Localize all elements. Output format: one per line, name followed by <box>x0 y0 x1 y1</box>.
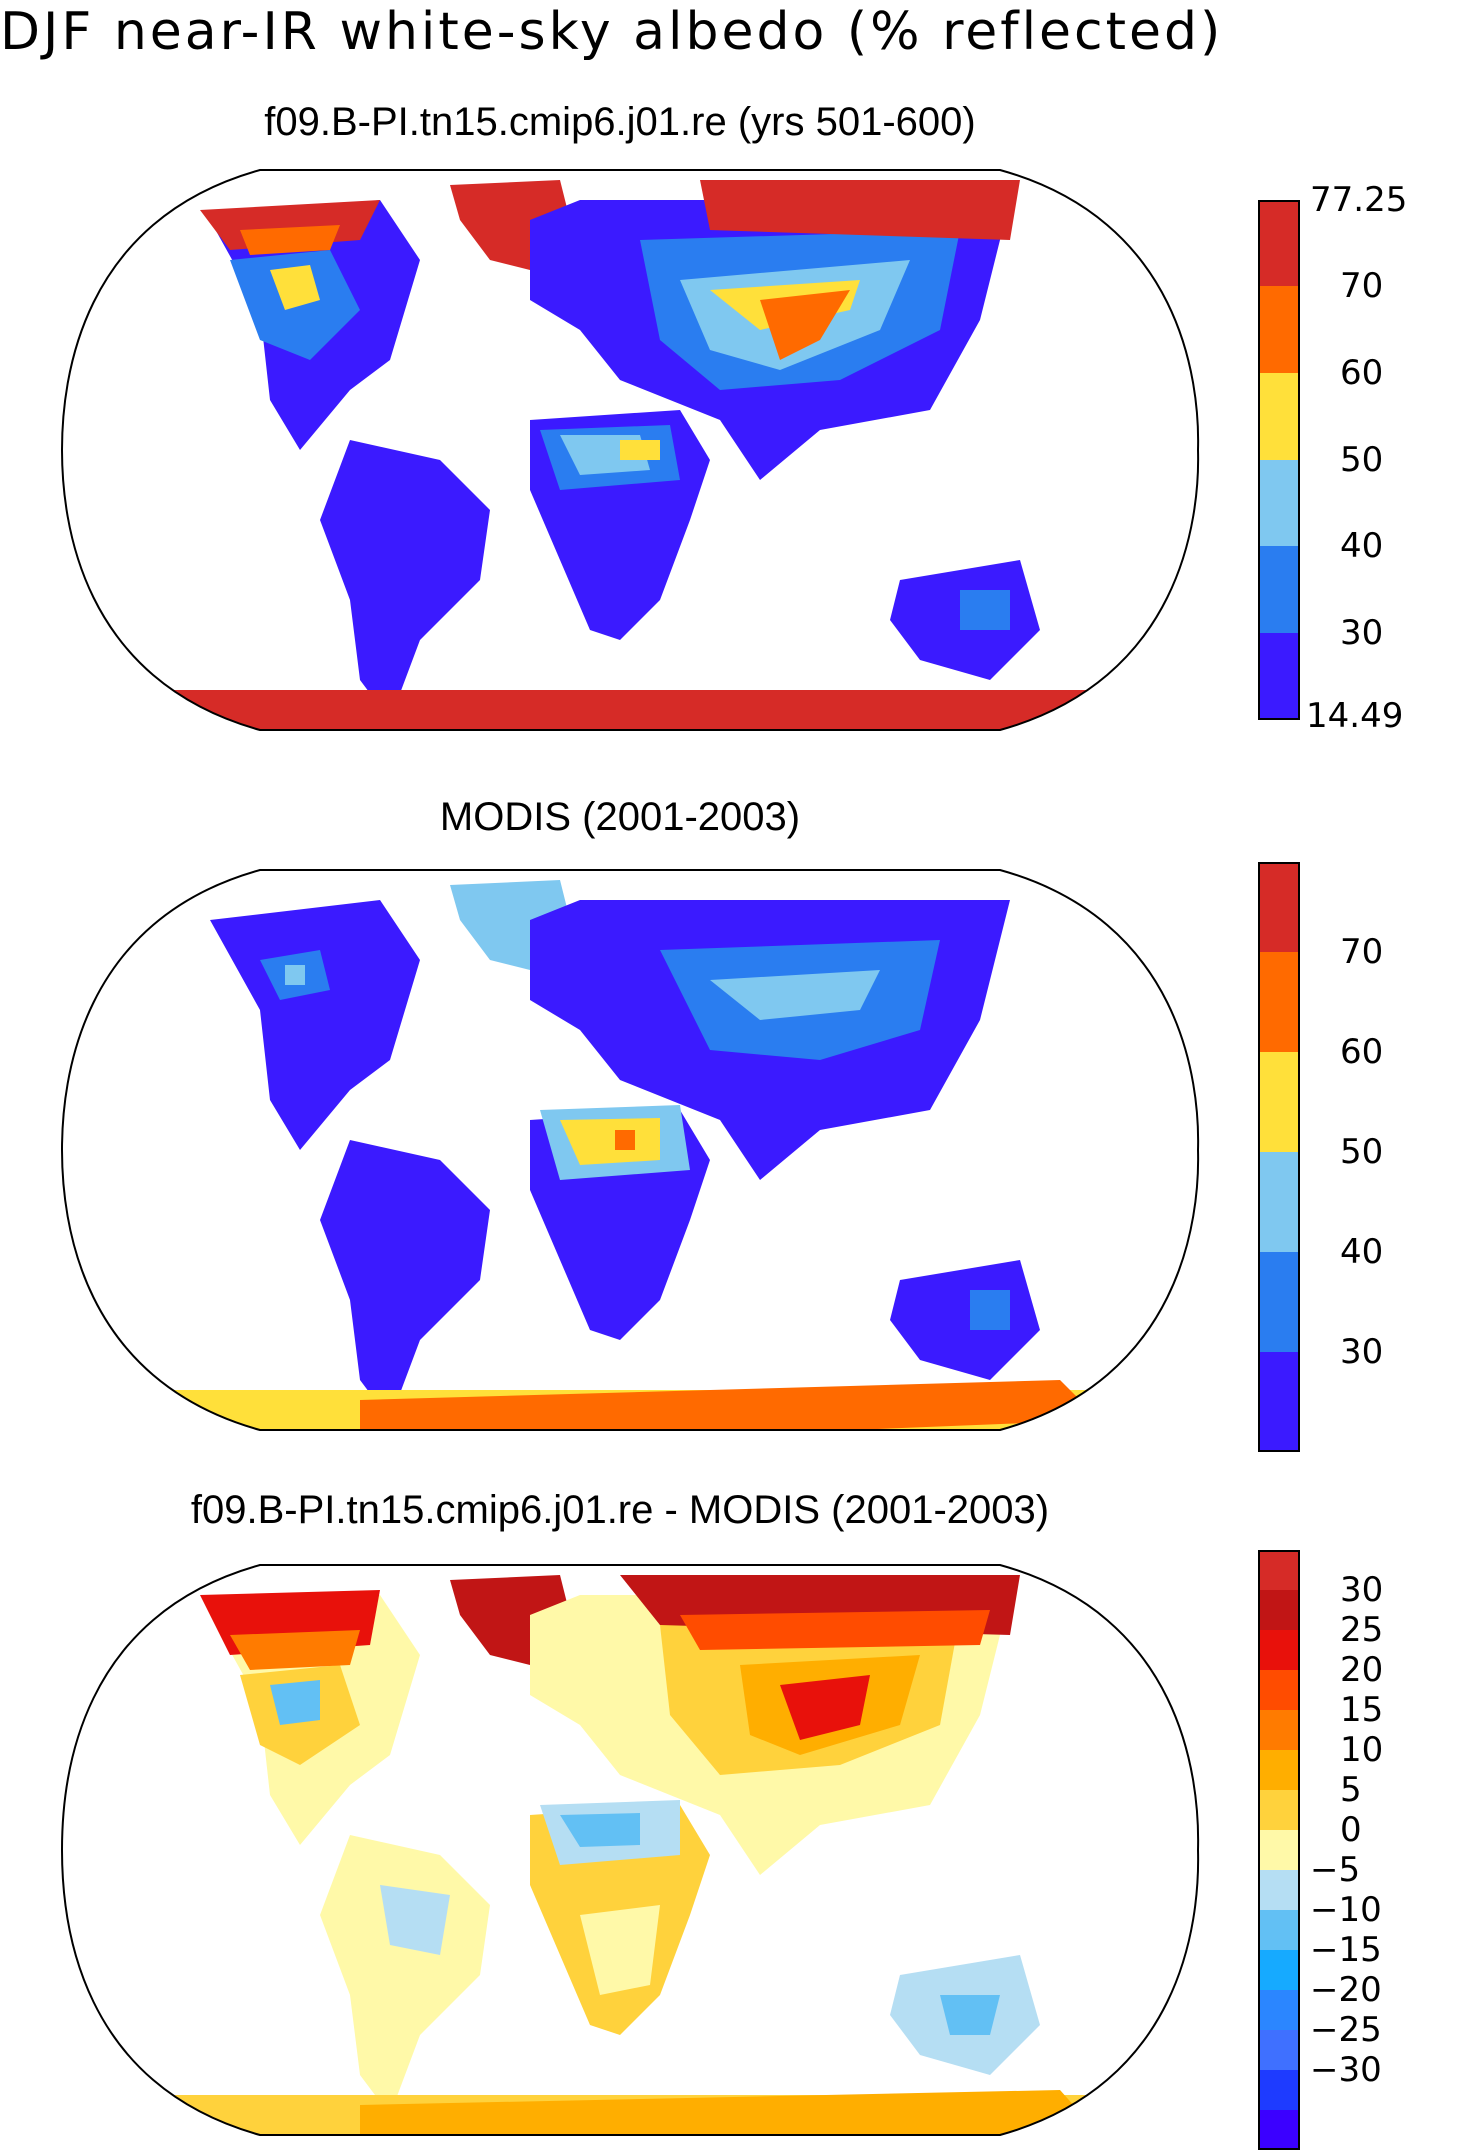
colorbar-swatch <box>1258 1870 1300 1910</box>
colorbar-tick: 25 <box>1340 1610 1384 1650</box>
colorbar-swatch <box>1258 2030 1300 2070</box>
colorbar-max-label: 77.25 <box>1310 180 1408 220</box>
colorbar-tick: 10 <box>1340 1730 1384 1770</box>
colorbar-tick: 70 <box>1340 266 1384 306</box>
colorbar-tick: −10 <box>1310 1890 1382 1930</box>
colorbar-swatch <box>1258 1670 1300 1710</box>
colorbar-tick: −15 <box>1310 1930 1382 1970</box>
colorbar-panel-3 <box>1258 1550 1300 2150</box>
colorbar-min-label: 14.49 <box>1306 696 1404 736</box>
panel-2-title: MODIS (2001-2003) <box>439 795 801 839</box>
colorbar-tick: 50 <box>1340 1132 1384 1172</box>
colorbar-tick: 30 <box>1340 613 1384 653</box>
colorbar-swatch <box>1258 1252 1300 1352</box>
colorbar-tick: 20 <box>1340 1650 1384 1690</box>
colorbar-swatch <box>1258 1352 1300 1452</box>
colorbar-swatch <box>1258 862 1300 952</box>
colorbar-tick: 40 <box>1340 526 1384 566</box>
colorbar-swatch <box>1258 952 1300 1052</box>
colorbar-tick: −25 <box>1310 2010 1382 2050</box>
colorbar-swatch <box>1258 1710 1300 1750</box>
map-panel-1 <box>60 169 1200 731</box>
colorbar-tick: 5 <box>1340 1770 1362 1810</box>
colorbar-tick: −30 <box>1310 2050 1382 2090</box>
map-panel-2 <box>60 869 1200 1431</box>
colorbar-swatch <box>1258 460 1300 546</box>
colorbar-tick: 0 <box>1340 1810 1362 1850</box>
colorbar-tick: −20 <box>1310 1970 1382 2010</box>
colorbar-swatch <box>1258 546 1300 633</box>
colorbar-panel-1 <box>1258 200 1300 720</box>
colorbar-tick: 15 <box>1340 1690 1384 1730</box>
colorbar-swatch <box>1258 1052 1300 1152</box>
colorbar-swatch <box>1258 1152 1300 1252</box>
colorbar-swatch <box>1258 1830 1300 1870</box>
colorbar-swatch <box>1258 1590 1300 1630</box>
colorbar-swatch <box>1258 286 1300 373</box>
colorbar-tick: 70 <box>1340 932 1384 972</box>
colorbar-swatch <box>1258 1550 1300 1590</box>
colorbar-swatch <box>1258 1790 1300 1830</box>
colorbar-tick: 50 <box>1340 440 1384 480</box>
colorbar-tick: −5 <box>1310 1850 1361 1890</box>
colorbar-tick: 40 <box>1340 1232 1384 1272</box>
panel-3-title: f09.B-PI.tn15.cmip6.j01.re - MODIS (2001… <box>190 1488 1050 1532</box>
colorbar-swatch <box>1258 373 1300 460</box>
colorbar-tick: 30 <box>1340 1332 1384 1372</box>
panel-1-title: f09.B-PI.tn15.cmip6.j01.re (yrs 501-600) <box>264 100 976 144</box>
colorbar-swatch <box>1258 2070 1300 2110</box>
colorbar-swatch <box>1258 1950 1300 1990</box>
map-panel-3 <box>60 1564 1200 2136</box>
colorbar-swatch <box>1258 1910 1300 1950</box>
colorbar-swatch <box>1258 1630 1300 1670</box>
colorbar-swatch <box>1258 200 1300 286</box>
colorbar-swatch <box>1258 1750 1300 1790</box>
colorbar-swatch <box>1258 2110 1300 2150</box>
colorbar-tick: 60 <box>1340 1032 1384 1072</box>
colorbar-swatch <box>1258 633 1300 720</box>
figure-title: DJF near-IR white-sky albedo (% reflecte… <box>0 2 1224 62</box>
colorbar-swatch <box>1258 1990 1300 2030</box>
colorbar-panel-2 <box>1258 862 1300 1452</box>
colorbar-tick: 60 <box>1340 353 1384 393</box>
colorbar-tick: 30 <box>1340 1570 1384 1610</box>
